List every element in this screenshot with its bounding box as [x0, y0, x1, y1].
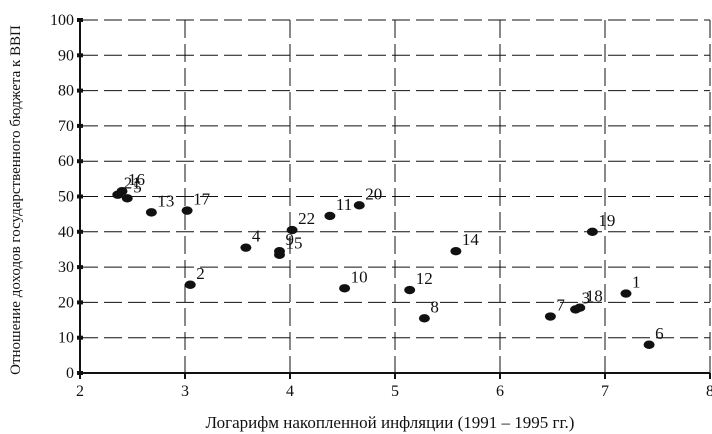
y-tick-label-60: 60: [58, 153, 74, 170]
data-point-21: [112, 190, 124, 199]
point-label-17: 17: [193, 190, 211, 209]
point-label-8: 8: [430, 297, 439, 316]
point-label-21: 21: [124, 174, 141, 193]
point-label-14: 14: [462, 230, 480, 249]
y-tick-label-100: 100: [50, 12, 74, 29]
x-tick-label-6: 6: [496, 383, 504, 400]
x-tick-label-4: 4: [286, 383, 294, 400]
data-point-15: [274, 250, 285, 259]
point-label-4: 4: [252, 227, 261, 246]
point-label-18: 18: [586, 287, 603, 306]
y-tick-label-30: 30: [58, 259, 74, 276]
data-point-12: [404, 285, 416, 295]
y-axis-label: Отношение доходов государственного бюдже…: [8, 25, 24, 375]
data-point-20: [353, 201, 365, 210]
point-label-16: 16: [128, 170, 145, 189]
data-point-17: [181, 206, 193, 215]
y-tick-label-80: 80: [58, 83, 74, 100]
data-point-10: [339, 284, 351, 293]
data-point-13: [145, 208, 157, 217]
y-tick-label-40: 40: [58, 224, 74, 241]
point-label-5: 5: [133, 177, 142, 196]
y-tick-label-70: 70: [58, 118, 74, 135]
x-tick-label-2: 2: [76, 383, 84, 400]
y-tick-label-50: 50: [58, 189, 74, 206]
point-label-12: 12: [416, 269, 433, 288]
data-point-18: [574, 303, 586, 312]
point-label-15: 15: [286, 234, 303, 253]
data-point-11: [324, 211, 336, 221]
tick-labels: 0 10 20 30 40 50 60 70 80 90 100 2 3 4 5 6 7 8: [50, 12, 712, 400]
y-tick-label-20: 20: [58, 294, 74, 311]
data-point-2: [184, 280, 196, 289]
data-point-4: [240, 243, 252, 252]
data-point-5: [121, 194, 133, 203]
x-tick-label-8: 8: [706, 383, 712, 400]
axes: [77, 18, 711, 379]
point-label-20: 20: [365, 184, 382, 203]
point-label-6: 6: [655, 324, 664, 343]
data-point-8: [418, 314, 430, 323]
x-tick-label-7: 7: [601, 383, 609, 400]
data-point-22: [286, 225, 298, 235]
point-label-9: 9: [286, 230, 295, 249]
point-label-3: 3: [582, 288, 591, 307]
data-point-1: [620, 289, 632, 298]
point-label-11: 11: [336, 195, 352, 214]
grid-lines: [80, 19, 711, 373]
point-label-10: 10: [351, 267, 368, 286]
y-tick-label-0: 0: [66, 365, 74, 382]
y-tick-label-10: 10: [58, 330, 74, 347]
point-label-13: 13: [157, 191, 174, 210]
data-point-7: [544, 312, 556, 321]
point-label-22: 22: [298, 209, 315, 228]
point-label-2: 2: [196, 264, 205, 283]
data-point-6: [643, 340, 655, 349]
data-point-19: [586, 227, 598, 236]
data-point-14: [450, 247, 462, 256]
x-tick-label-3: 3: [181, 383, 189, 400]
x-tick-label-5: 5: [391, 383, 399, 400]
x-axis-label: Логарифм накопленной инфляции (1991 – 19…: [206, 413, 575, 432]
point-label-1: 1: [632, 273, 641, 292]
point-label-19: 19: [598, 211, 615, 230]
point-label-7: 7: [556, 296, 565, 315]
y-tick-label-90: 90: [58, 47, 74, 64]
